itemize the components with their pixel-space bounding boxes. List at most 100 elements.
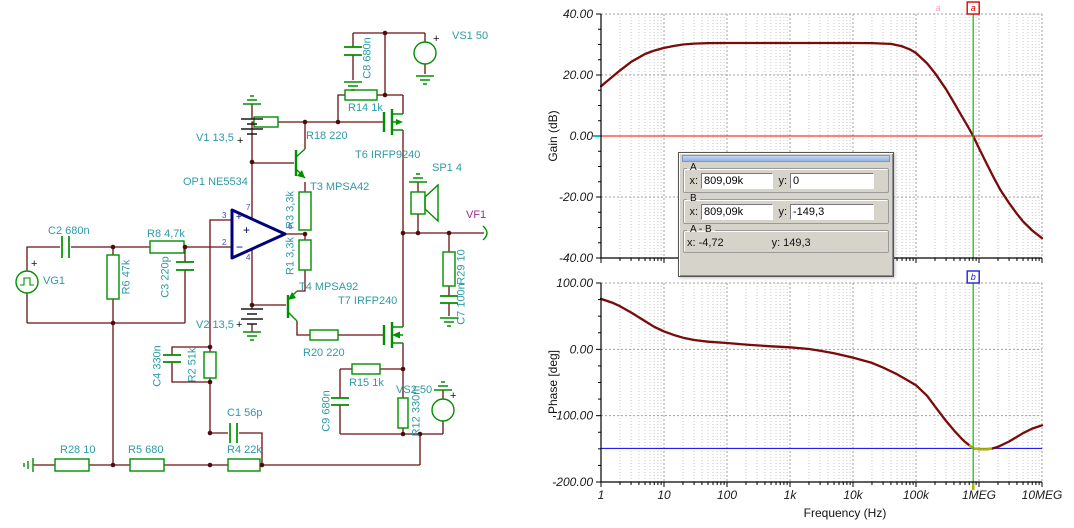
frequency-axis-title: Frequency (Hz) [803,506,887,520]
schematic-wires [26,32,484,466]
label-r5: R5 680 [128,444,164,456]
label-v2-plus: + [236,319,243,331]
ground-symbols [23,75,458,472]
source-symbols [15,41,455,422]
label-v2: V2 13,5 [196,319,234,331]
y-tick-label: 40.00 [563,7,593,21]
speaker-icon [410,183,439,223]
capacitor-symbols [61,46,458,443]
transistor-symbols [286,109,403,348]
label-r20: R20 220 [303,347,345,359]
label-pin-6: 6 [288,222,293,231]
y-tick-label: -20.00 [559,190,593,204]
label-vs2: VS2 50 [396,384,433,396]
y-tick-label: 0.00 [570,129,594,143]
opamp-symbol [230,208,287,260]
label-t4: T4 MPSA92 [299,281,359,293]
cursor-readout-panel[interactable]: A x: y: B x: y: A - B x: -4,72 y: [678,152,894,277]
label-r8: R8 4,7k [147,228,185,240]
label-pin-7: 7 [246,203,251,212]
x-tick-label: 10 [657,488,671,502]
label-opamp-minus: − [236,240,244,254]
label-vg1: VG1 [43,275,66,287]
gain-axis-title: Gain (dB) [546,110,560,162]
cursor-a-y-input[interactable] [790,173,874,189]
cursor-a-y-label: y: [778,175,787,187]
x-tick-label: 100k [903,488,930,502]
cursor-diff-group: A - B x: -4,72 y: 149,3 [683,225,889,253]
y-tick-label: -200.00 [552,475,593,489]
label-opamp-plus-2: + [243,223,251,237]
cursor-b-label: B [690,193,697,204]
label-vg1-plus: + [31,258,38,270]
y-tick-label: -40.00 [559,251,593,265]
cursor-a-group: A x: y: [683,163,889,193]
cursor-a-label: A [690,162,697,173]
phase-axis-title: Phase [deg] [546,349,560,415]
label-v1: V1 13,5 [196,132,234,144]
cursor-panel-titlebar[interactable] [682,155,890,162]
cursor-diff-y-value: 149,3 [783,237,811,249]
label-pin-4: 4 [246,253,251,262]
schematic-drawing [15,30,488,472]
cursor-b-y-input[interactable] [790,204,874,220]
junction-dots [110,30,452,468]
x-tick-label: 1MEG [962,488,996,502]
vs1-source-icon [413,41,437,65]
resistor-symbols [54,89,456,472]
y-tick-label: 100.00 [556,276,593,290]
cursor-b-x-input[interactable] [701,204,773,220]
cursor-diff-x-value: -4,72 [698,237,724,249]
cursor-b-handle[interactable] [966,270,980,284]
label-vs1-plus: + [433,33,440,45]
label-r28: R28 10 [60,444,96,456]
label-r15: R15 1k [349,377,384,389]
label-t6: T6 IRFP9240 [355,149,421,161]
cursor-marker-letter: b [971,272,976,282]
label-t7: T7 IRFP240 [338,295,398,307]
cursor-diff-label: A - B [690,224,712,235]
label-pin-2: 2 [222,238,227,247]
cursor-ghost-marker: a [935,3,940,13]
x-tick-label: 100 [717,488,737,502]
x-tick-label: 1 [598,488,605,502]
label-pin-3: 3 [222,211,227,220]
label-c2: C2 680n [48,225,90,237]
x-tick-label: 10MEG [1022,488,1063,502]
label-vf1: VF1 [466,209,487,221]
label-r4: R4 22k [227,444,262,456]
label-sp1: SP1 4 [432,162,462,174]
cursor-b-group: B x: y: [683,194,889,224]
gain-curve [600,41,1044,240]
x-tick-label: 1k [784,488,798,502]
label-op1: OP1 NE5534 [183,176,248,188]
battery-symbols [241,118,263,325]
label-v1-plus: + [237,135,244,147]
label-vs2-plus: + [450,390,457,402]
phase-curve [600,297,1044,451]
label-opamp-plus-1: + [236,212,242,223]
y-tick-label: 0.00 [570,342,594,356]
label-t3: T3 MPSA42 [310,181,370,193]
y-tick-label: -100.00 [552,409,593,423]
cursor-marker-letter: a [971,3,976,13]
cursor-a-x-input[interactable] [701,173,773,189]
vg1-source-icon [15,270,39,294]
label-c1: C1 56p [227,407,263,419]
x-tick-label: 10k [843,488,863,502]
label-r18: R18 220 [306,130,348,142]
label-r14: R14 1k [348,102,383,114]
vf1-probe-icon [482,225,488,241]
vs2-source-icon [431,398,455,422]
y-tick-label: 20.00 [562,68,593,82]
label-vs1: VS1 50 [452,30,489,42]
phase-highlight [968,444,993,451]
cursor-a-handle[interactable] [966,1,980,15]
cursor-b-y-label: y: [778,206,787,218]
cursor-diff-y-label: y: [771,237,781,249]
cursor-diff-x-label: x: [687,237,696,249]
cursor-a-x-label: x: [689,175,698,187]
cursor-b-x-label: x: [689,206,698,218]
